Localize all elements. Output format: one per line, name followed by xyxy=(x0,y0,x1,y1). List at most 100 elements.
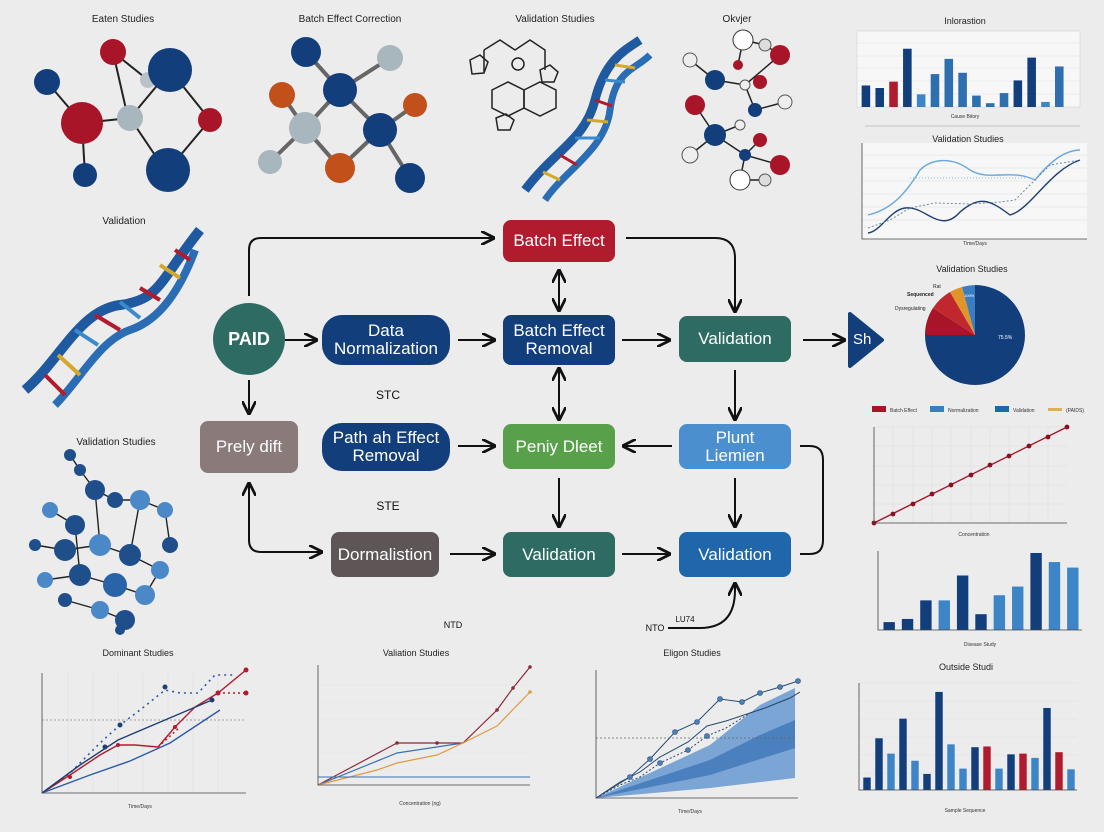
legend-item-3: Validation xyxy=(1013,408,1035,414)
node-peniy-dleet[interactable]: Peniy Dleet xyxy=(503,424,615,469)
pie-chart: 75.5% 100% xyxy=(925,285,1025,385)
bar xyxy=(947,744,955,790)
dna-helix-icon-top xyxy=(521,36,653,202)
node-validation-mid-label: Validation xyxy=(522,544,596,564)
area-chart-bottom: Time/Days xyxy=(595,670,801,815)
bar xyxy=(923,773,931,790)
bar xyxy=(1030,552,1042,630)
node-prely-dift-label: Prely dift xyxy=(215,437,283,456)
bar xyxy=(944,58,954,107)
illustration-label-left-1: Validation xyxy=(102,216,146,227)
legend-item-2: Normalization xyxy=(948,408,979,414)
bar xyxy=(993,595,1006,630)
illustration-label-4: Okvjer xyxy=(722,14,752,25)
bar xyxy=(911,760,919,790)
node-path-effect-removal[interactable]: Path ah Effect Removal xyxy=(322,423,450,471)
node-plunt-liemien[interactable]: Plunt Liemien xyxy=(679,424,791,469)
bar xyxy=(899,718,907,790)
bar xyxy=(972,95,981,107)
node-sh-label: Sh xyxy=(853,331,872,348)
annotation-ste: STE xyxy=(376,499,400,513)
annotation-ntd: NTD xyxy=(443,620,463,630)
bar xyxy=(1055,752,1063,790)
pie-label-sequenced: Sequenced xyxy=(907,292,934,298)
x-label-right-bar-2: Disease Study xyxy=(964,642,997,648)
bar xyxy=(975,614,987,630)
bar xyxy=(971,747,979,790)
chart-title-top-right: Inlorastion xyxy=(944,16,986,26)
bar xyxy=(985,103,995,107)
bar xyxy=(1043,707,1051,790)
x-label-bottom-mid: Concentration (ng) xyxy=(399,801,441,807)
bar xyxy=(995,768,1003,790)
chart-title-bottom-left: Dominant Studies xyxy=(102,648,174,658)
node-data-normalization[interactable]: Data Normalization xyxy=(322,315,450,365)
x-label-top-right: Cause Bitory xyxy=(951,114,980,120)
node-batch-effect-removal[interactable]: Batch Effect Removal xyxy=(503,315,615,365)
node-batch-effect-removal-label: Batch Effect Removal xyxy=(513,321,605,358)
bar xyxy=(935,691,943,790)
bar-chart-bottom-right: Sample Sequence xyxy=(858,682,1077,814)
node-validation-right-label: Validation xyxy=(698,544,772,564)
x-label-right-line-1: Time/Days xyxy=(963,241,987,247)
node-peniy-dleet-label: Peniy Dleet xyxy=(515,436,603,456)
node-plunt-liemien-label: Plunt Liemien xyxy=(705,427,765,465)
annotation-nto-sub: LU74 xyxy=(675,615,695,624)
node-validation-top-label: Validation xyxy=(698,329,772,348)
node-paid-label: PAID xyxy=(228,329,270,349)
node-validation-right[interactable]: Validation xyxy=(679,532,791,577)
bar xyxy=(983,746,991,790)
bar xyxy=(930,74,940,107)
node-batch-effect-label: Batch Effect xyxy=(513,231,605,250)
illustration-label-3: Validation Studies xyxy=(515,14,595,25)
x-label-bottom-right: Sample Sequence xyxy=(945,808,986,814)
node-sh-triangle[interactable] xyxy=(846,310,886,370)
node-data-normalization-label: Data Normalization xyxy=(334,321,438,358)
bar xyxy=(1027,57,1036,107)
bar xyxy=(1012,586,1024,630)
bar xyxy=(999,93,1009,107)
bar-chart-right-2: Disease Study xyxy=(877,551,1082,648)
bar xyxy=(889,81,898,107)
legend-item-1: Batch Effect xyxy=(890,408,917,414)
line-chart-bottom-mid: Concentration (ng) xyxy=(317,665,532,807)
line-chart-right-1: Time/Days xyxy=(861,143,1087,247)
bar xyxy=(1041,101,1050,107)
dna-helix-icon-left xyxy=(21,226,204,408)
node-validation-mid[interactable]: Validation xyxy=(503,532,615,577)
chemical-structure-icon xyxy=(469,39,559,131)
node-batch-effect[interactable]: Batch Effect xyxy=(503,220,615,262)
node-paid[interactable]: PAID xyxy=(213,303,285,375)
legend-item-4: (PAIDS) xyxy=(1066,408,1084,414)
node-dormalistion[interactable]: Dormalistion xyxy=(331,532,439,577)
x-label-bottom-area: Time/Days xyxy=(678,809,702,815)
bar xyxy=(938,600,950,630)
line-chart-bottom-left: Time/Days xyxy=(41,667,249,810)
bar xyxy=(863,777,871,790)
chart-title-bottom-mid: Valiation Studies xyxy=(382,648,450,658)
bar xyxy=(883,622,895,630)
chart-title-right-line-1: Validation Studies xyxy=(932,134,1004,144)
molecule-icon-1 xyxy=(34,39,222,192)
bar xyxy=(920,600,932,630)
bar xyxy=(875,738,883,790)
x-label-bottom-left: Time/Days xyxy=(128,804,152,810)
pie-slice-label-main: 75.5% xyxy=(998,335,1013,341)
pie-label-dysregulating: Dysregulating xyxy=(895,306,926,312)
bar xyxy=(956,575,969,630)
bar-chart-top-right: Cause Bitory xyxy=(856,30,1081,127)
illustration-label-2: Batch Effect Correction xyxy=(298,14,402,25)
legend-right-line-2: Batch Effect Normalization Validation (P… xyxy=(872,406,1084,414)
node-validation-top[interactable]: Validation xyxy=(679,316,791,362)
bar xyxy=(1067,769,1075,790)
node-prely-dift[interactable]: Prely dift xyxy=(200,421,298,473)
bar xyxy=(875,88,885,107)
chart-title-bottom-right: Outside Studi xyxy=(938,662,994,672)
annotation-stc: STC xyxy=(376,388,400,402)
bar xyxy=(959,768,967,790)
pie-label-rat: Rat xyxy=(933,284,941,290)
line-chart-right-2: Concentration xyxy=(871,424,1070,538)
bar xyxy=(901,618,914,630)
molecular-network-icon xyxy=(29,449,178,635)
